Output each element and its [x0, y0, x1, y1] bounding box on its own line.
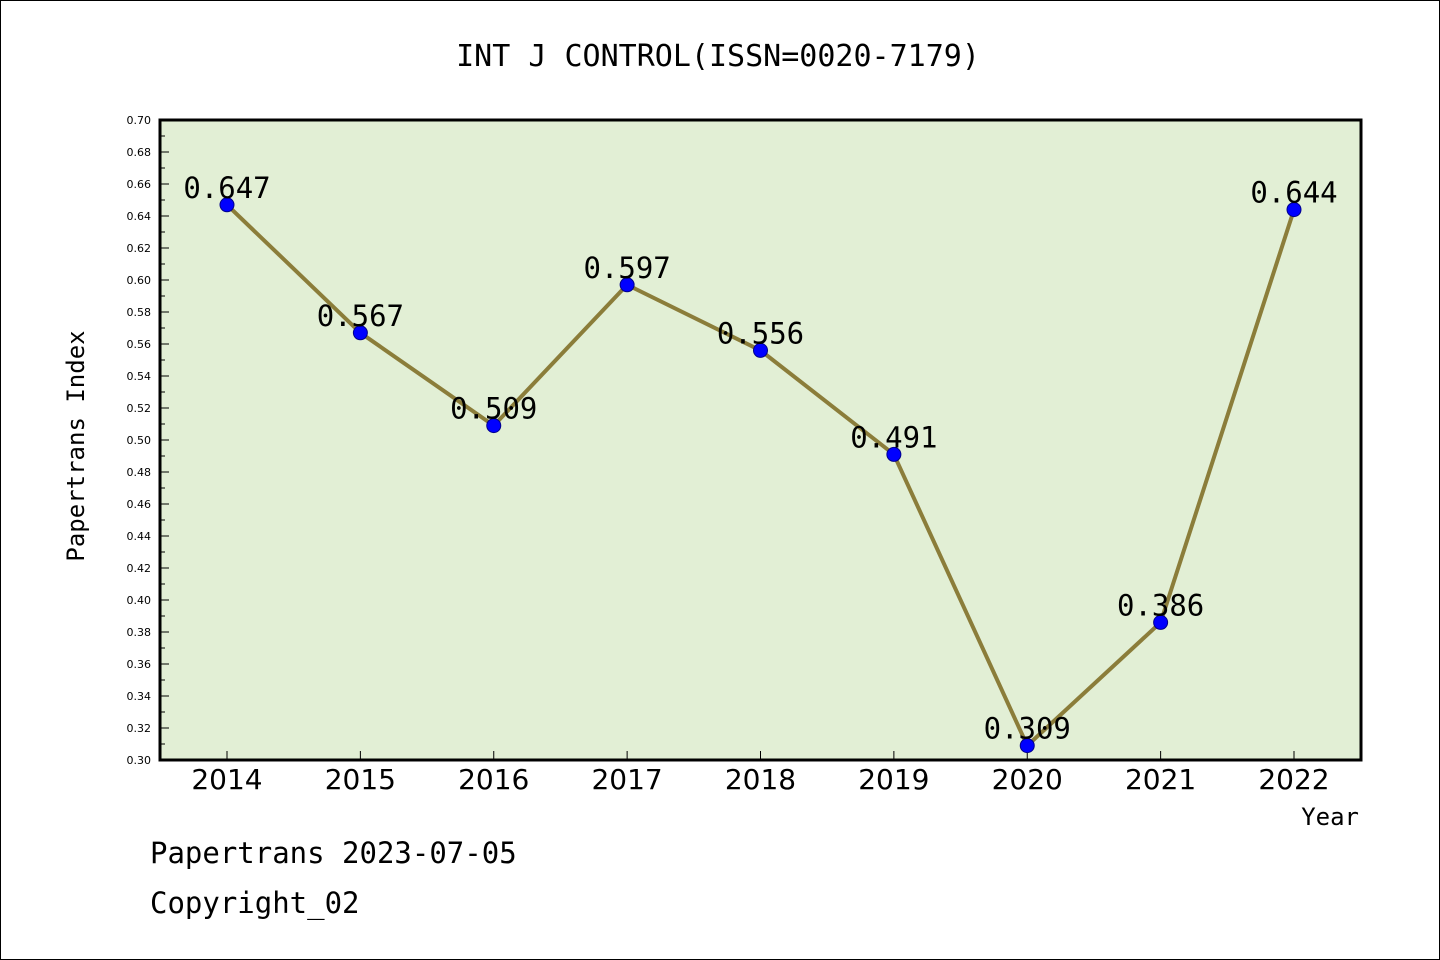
data-label: 0.491	[850, 420, 937, 454]
y-tick-label: 0.62	[127, 242, 152, 255]
y-tick-label: 0.44	[127, 530, 152, 543]
footer-copyright: Copyright_02	[150, 886, 360, 921]
data-label: 0.597	[583, 251, 670, 285]
y-tick-label: 0.30	[127, 754, 152, 767]
x-tick-label: 2014	[191, 763, 262, 796]
y-tick-label: 0.60	[127, 274, 152, 287]
data-markers	[219, 197, 1302, 754]
data-point	[486, 418, 502, 434]
chart-title: INT J CONTROL(ISSN=0020-7179)	[456, 39, 980, 74]
y-axis-tick-labels: 0.30 0.32 0.34 0.36 0.38 0.40 0.42 0.44 0.46 0.48…	[127, 114, 152, 767]
plot-area	[158, 118, 1363, 762]
data-label: 0.509	[450, 392, 537, 426]
y-tick-label: 0.56	[127, 338, 152, 351]
y-tick-label: 0.38	[127, 626, 152, 639]
data-point	[1153, 614, 1169, 630]
data-label: 0.556	[717, 316, 804, 350]
y-tick-label: 0.70	[127, 114, 152, 127]
data-label: 0.386	[1117, 588, 1204, 622]
y-tick-label: 0.50	[127, 434, 152, 447]
y-axis-ticks	[160, 119, 169, 761]
y-tick-label: 0.66	[127, 178, 152, 191]
x-tick-label: 2019	[858, 763, 929, 796]
data-point	[886, 446, 902, 462]
x-tick-label: 2015	[325, 763, 396, 796]
y-tick-label: 0.58	[127, 306, 152, 319]
y-tick-label: 0.36	[127, 658, 152, 671]
x-axis-title: Year	[1301, 803, 1359, 831]
x-tick-label: 2022	[1258, 763, 1329, 796]
data-point	[753, 342, 768, 358]
y-axis-title: Papertrans Index	[62, 330, 90, 561]
data-point	[619, 277, 635, 293]
data-point	[352, 325, 368, 341]
y-tick-label: 0.68	[127, 146, 152, 159]
y-tick-label: 0.34	[127, 690, 152, 703]
data-label: 0.309	[984, 712, 1071, 746]
y-tick-label: 0.32	[127, 722, 152, 735]
data-label: 0.567	[317, 299, 404, 333]
x-axis-ticks	[226, 751, 1295, 760]
data-point	[1286, 202, 1302, 218]
y-tick-label: 0.40	[127, 594, 152, 607]
data-point	[1019, 738, 1035, 754]
x-axis-tick-labels: 2014 2015 2016 2017 2018 2019 2020 2021 2022	[191, 763, 1329, 796]
data-labels: 0.647 0.567 0.509 0.597 0.556 0.491 0.309 0.386…	[183, 171, 1337, 746]
x-tick-label: 2018	[725, 763, 796, 796]
x-tick-label: 2016	[458, 763, 529, 796]
y-tick-label: 0.48	[127, 466, 152, 479]
y-tick-label: 0.52	[127, 402, 152, 415]
y-tick-label: 0.54	[127, 370, 152, 383]
x-tick-label: 2017	[591, 763, 662, 796]
footer-date: Papertrans 2023-07-05	[150, 836, 517, 870]
data-label: 0.644	[1250, 176, 1337, 210]
data-label: 0.647	[183, 171, 270, 205]
y-tick-label: 0.42	[127, 562, 152, 575]
data-point	[219, 197, 235, 213]
x-tick-label: 2020	[992, 763, 1063, 796]
y-tick-label: 0.46	[127, 498, 152, 511]
x-tick-label: 2021	[1125, 763, 1196, 796]
y-tick-label: 0.64	[127, 210, 152, 223]
